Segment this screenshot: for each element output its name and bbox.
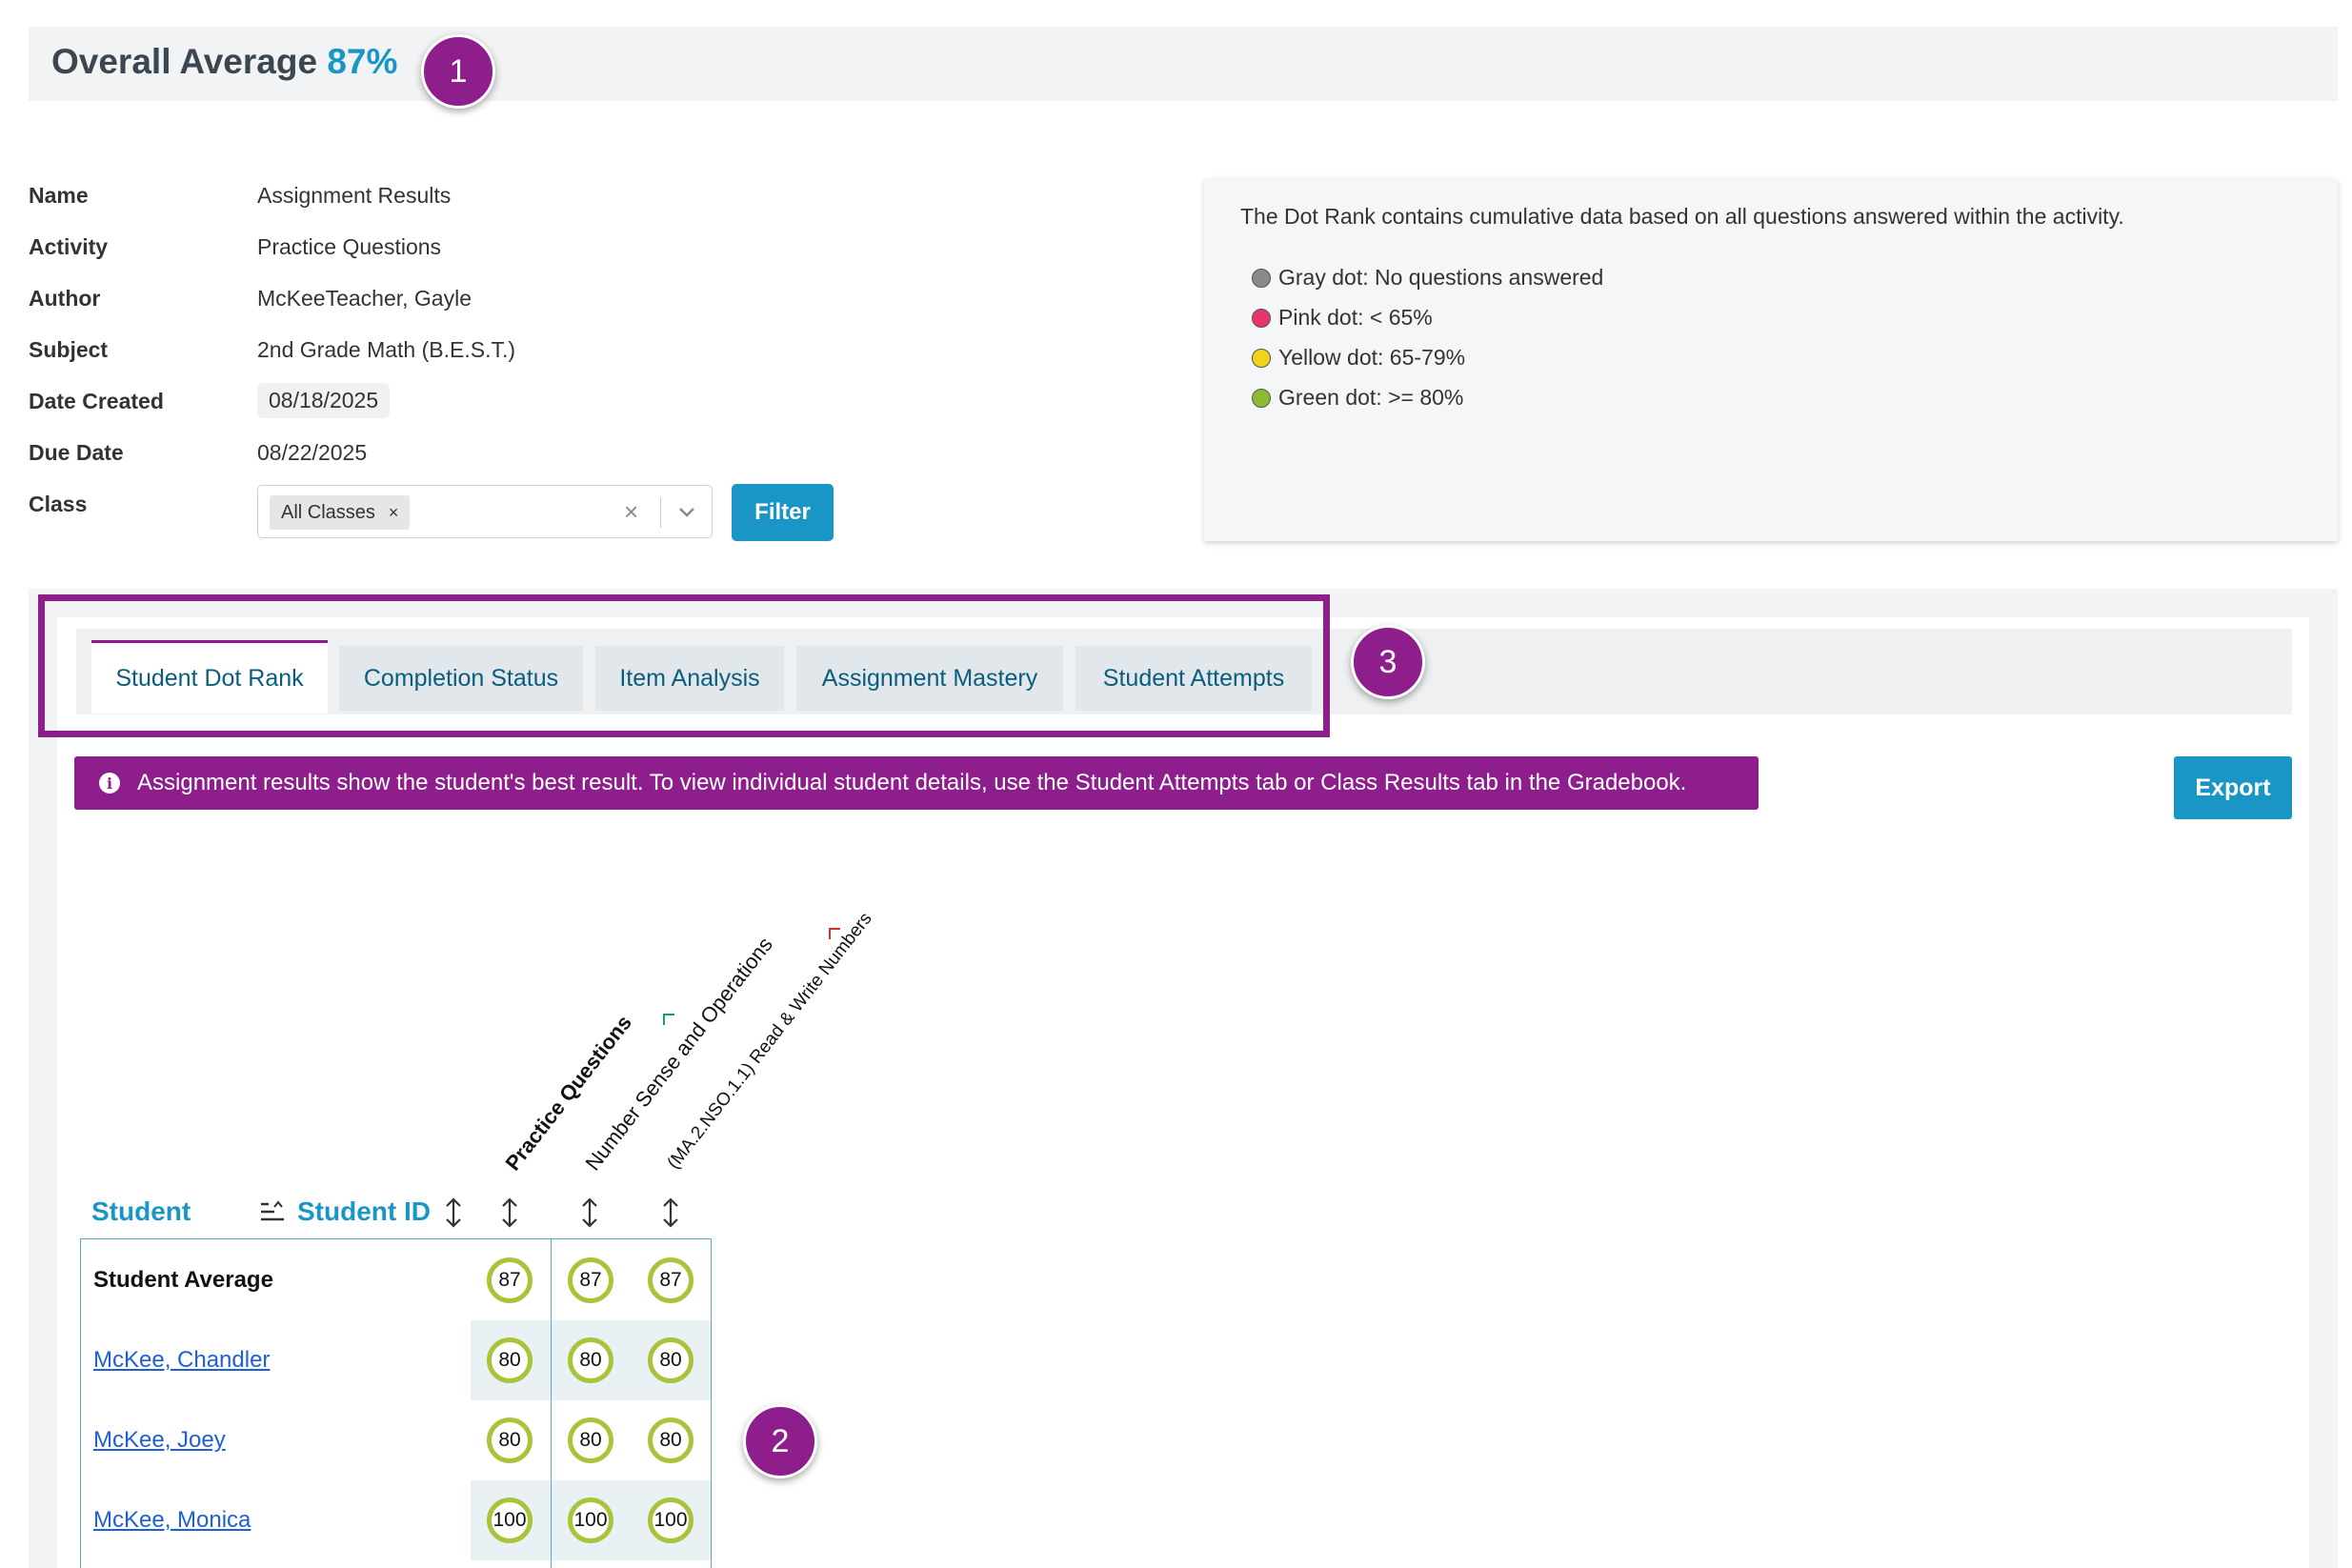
- date-created-value: 08/18/2025: [257, 383, 391, 418]
- score-dot[interactable]: 80: [487, 1337, 533, 1383]
- legend-item-gray: Gray dot: No questions answered: [1252, 265, 1603, 291]
- name-label: Name: [29, 183, 89, 208]
- author-label: Author: [29, 286, 101, 311]
- dot-rank-legend: The Dot Rank contains cumulative data ba…: [1204, 179, 2338, 541]
- subject-label: Subject: [29, 337, 109, 362]
- student-average-label: Student Average: [93, 1267, 273, 1293]
- tabs-highlight-box: [38, 594, 1330, 737]
- info-icon: i: [99, 773, 120, 794]
- overall-average: Overall Average 87%: [51, 42, 397, 82]
- info-banner-text: Assignment results show the student's be…: [137, 770, 1687, 795]
- legend-item-label: Green dot: >= 80%: [1278, 385, 1464, 410]
- legend-item-label: Gray dot: No questions answered: [1278, 265, 1604, 290]
- name-value: Assignment Results: [257, 183, 452, 208]
- legend-item-green: Green dot: >= 80%: [1252, 385, 1463, 411]
- subject-value: 2nd Grade Math (B.E.S.T.): [257, 337, 516, 362]
- score-dot[interactable]: 87: [648, 1257, 694, 1303]
- score-dot[interactable]: 80: [648, 1417, 694, 1463]
- info-banner: i Assignment results show the student's …: [74, 756, 1759, 810]
- legend-item-label: Yellow dot: 65-79%: [1278, 345, 1466, 370]
- yellow-dot-icon: [1252, 348, 1271, 368]
- student-link[interactable]: McKee, Joey: [93, 1427, 226, 1453]
- tab-item-analysis[interactable]: Item Analysis: [595, 646, 784, 711]
- activity-label: Activity: [29, 234, 109, 259]
- green-dot-icon: [1252, 388, 1271, 408]
- chevron-down-icon[interactable]: [673, 499, 700, 526]
- due-date-value: 08/22/2025: [257, 440, 368, 465]
- sort-icon[interactable]: [442, 1196, 465, 1229]
- student-link[interactable]: McKee, Chandler: [93, 1347, 271, 1373]
- legend-item-label: Pink dot: < 65%: [1278, 305, 1433, 330]
- tab-completion-status[interactable]: Completion Status: [339, 646, 583, 711]
- callout-1: 1: [421, 34, 495, 109]
- callout-2: 2: [743, 1404, 817, 1478]
- author-value: McKeeTeacher, Gayle: [257, 286, 472, 311]
- score-dot[interactable]: 100: [568, 1498, 613, 1543]
- score-dot[interactable]: 80: [568, 1417, 613, 1463]
- due-date-label: Due Date: [29, 440, 124, 465]
- overall-average-value: 87%: [327, 42, 398, 81]
- filter-button[interactable]: Filter: [732, 484, 834, 541]
- legend-intro: The Dot Rank contains cumulative data ba…: [1240, 204, 2124, 229]
- callout-3: 3: [1351, 625, 1425, 699]
- sort-icon[interactable]: [578, 1196, 601, 1229]
- legend-item-pink: Pink dot: < 65%: [1252, 305, 1433, 331]
- legend-item-yellow: Yellow dot: 65-79%: [1252, 345, 1465, 371]
- sort-icon[interactable]: [498, 1196, 521, 1229]
- score-dot[interactable]: 87: [487, 1257, 533, 1303]
- sort-ascending-icon[interactable]: [259, 1200, 286, 1225]
- class-label: Class: [29, 492, 88, 516]
- score-dot[interactable]: 80: [487, 1417, 533, 1463]
- tab-student-dot-rank[interactable]: Student Dot Rank: [91, 640, 328, 714]
- column-corner-marker: [663, 1014, 674, 1025]
- date-created-label: Date Created: [29, 389, 164, 413]
- select-separator: [660, 497, 661, 528]
- student-link[interactable]: McKee, Monica: [93, 1507, 251, 1533]
- class-select[interactable]: All Classes × ×: [257, 485, 713, 538]
- tab-student-attempts[interactable]: Student Attempts: [1075, 646, 1312, 711]
- dot-rank-grid: [80, 1238, 712, 1568]
- grid-column-separator: [551, 1238, 552, 1568]
- score-dot[interactable]: 80: [568, 1337, 613, 1383]
- score-dot[interactable]: 87: [568, 1257, 613, 1303]
- score-dot[interactable]: 100: [487, 1498, 533, 1543]
- class-chip-all-classes: All Classes ×: [270, 495, 411, 530]
- overall-average-bar: [29, 27, 2338, 101]
- gray-dot-icon: [1252, 268, 1271, 288]
- student-column-header[interactable]: Student: [91, 1196, 191, 1226]
- class-chip-remove-icon[interactable]: ×: [388, 502, 399, 522]
- sort-icon[interactable]: [659, 1196, 682, 1229]
- overall-average-label: Overall Average: [51, 42, 318, 81]
- export-button[interactable]: Export: [2174, 756, 2292, 819]
- column-corner-marker: [829, 928, 840, 939]
- clear-selection-icon[interactable]: ×: [624, 497, 639, 526]
- student-id-column-header[interactable]: Student ID: [297, 1196, 431, 1226]
- pink-dot-icon: [1252, 308, 1271, 328]
- score-dot[interactable]: 100: [648, 1498, 694, 1543]
- tab-assignment-mastery[interactable]: Assignment Mastery: [796, 646, 1063, 711]
- activity-value: Practice Questions: [257, 234, 442, 259]
- class-chip-label: All Classes: [281, 501, 375, 523]
- score-dot[interactable]: 80: [648, 1337, 694, 1383]
